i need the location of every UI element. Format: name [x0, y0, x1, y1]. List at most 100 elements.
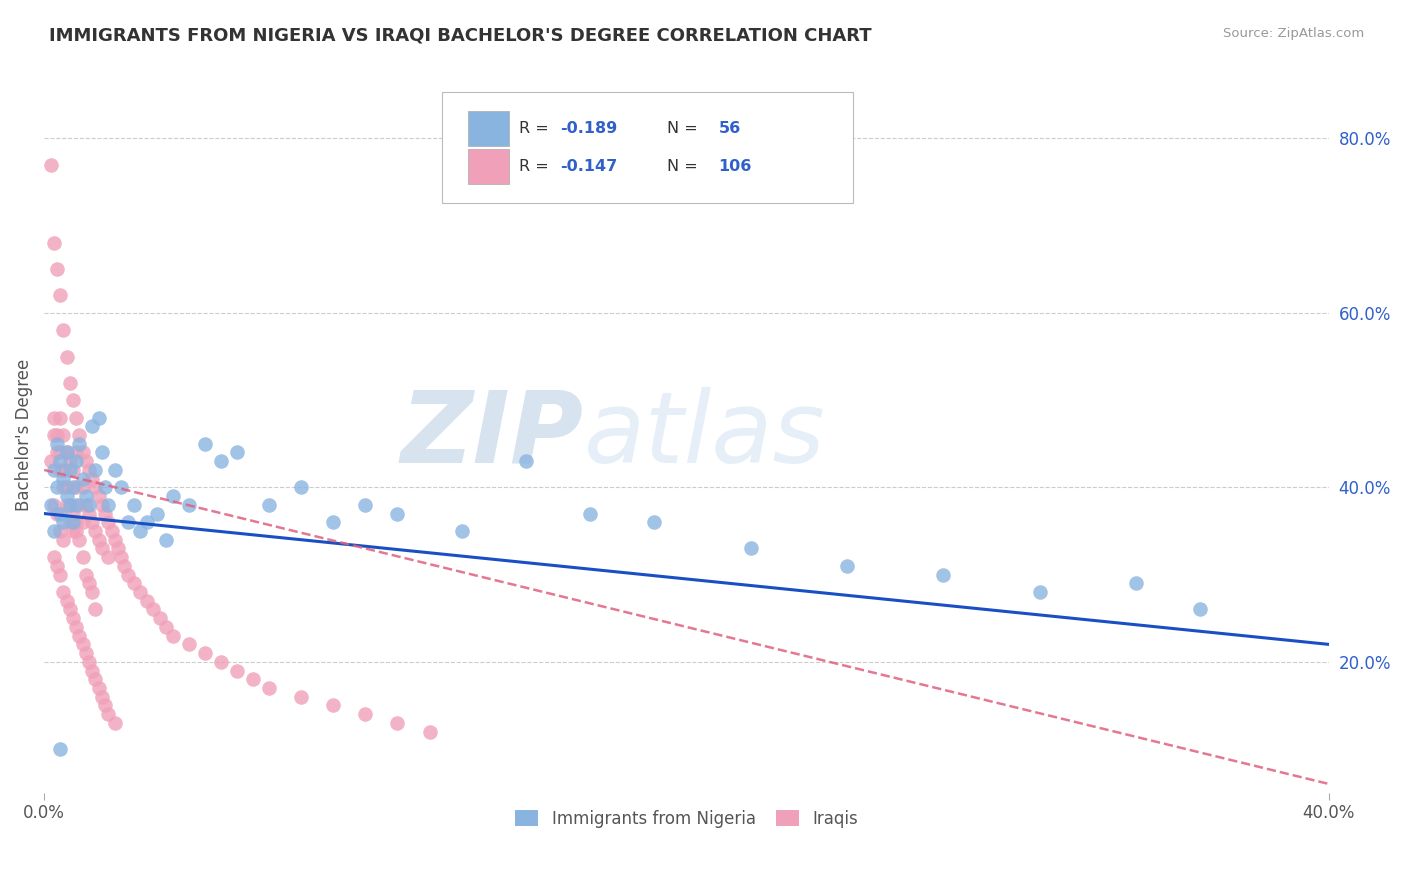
Text: atlas: atlas — [583, 386, 825, 483]
Point — [42, 463, 65, 477]
Point — [1028, 585, 1050, 599]
Point — [55, 480, 77, 494]
Point — [52, 428, 75, 442]
Point — [46, 436, 69, 450]
Point — [52, 323, 75, 337]
Point — [145, 507, 167, 521]
Point — [225, 664, 247, 678]
Text: Source: ZipAtlas.com: Source: ZipAtlas.com — [1223, 27, 1364, 40]
Point — [104, 463, 127, 477]
Point — [49, 463, 72, 477]
Point — [39, 498, 62, 512]
Point — [135, 594, 157, 608]
Point — [52, 516, 75, 530]
Point — [117, 567, 139, 582]
Point — [59, 376, 82, 390]
Point — [1189, 602, 1212, 616]
Point — [62, 463, 84, 477]
FancyBboxPatch shape — [468, 112, 509, 146]
Point — [75, 489, 97, 503]
Point — [42, 550, 65, 565]
Point — [740, 541, 762, 556]
Point — [65, 410, 87, 425]
Point — [49, 567, 72, 582]
Point — [322, 516, 344, 530]
Point — [579, 507, 602, 521]
Point — [82, 419, 104, 434]
Point — [112, 558, 135, 573]
Point — [77, 507, 100, 521]
Point — [69, 629, 91, 643]
Point — [104, 533, 127, 547]
Point — [52, 480, 75, 494]
Point — [122, 576, 145, 591]
Point — [387, 507, 409, 521]
Point — [209, 655, 232, 669]
Point — [46, 262, 69, 277]
Point — [97, 550, 120, 565]
Point — [110, 480, 132, 494]
Point — [155, 620, 177, 634]
Point — [194, 646, 217, 660]
Point — [65, 454, 87, 468]
Point — [46, 507, 69, 521]
Point — [932, 567, 955, 582]
Text: -0.147: -0.147 — [561, 160, 617, 174]
Point — [46, 445, 69, 459]
Point — [290, 480, 312, 494]
Point — [135, 516, 157, 530]
Point — [55, 445, 77, 459]
Point — [62, 393, 84, 408]
Point — [418, 724, 440, 739]
Point — [117, 516, 139, 530]
Point — [97, 707, 120, 722]
Point — [42, 524, 65, 538]
Point — [129, 585, 152, 599]
Point — [94, 480, 117, 494]
Point — [82, 472, 104, 486]
Point — [42, 498, 65, 512]
Text: -0.189: -0.189 — [561, 121, 617, 136]
Point — [65, 480, 87, 494]
Point — [55, 445, 77, 459]
Point — [84, 602, 107, 616]
Point — [59, 498, 82, 512]
Point — [39, 454, 62, 468]
Text: 56: 56 — [718, 121, 741, 136]
Point — [97, 516, 120, 530]
Point — [72, 472, 94, 486]
Point — [82, 516, 104, 530]
Point — [354, 498, 377, 512]
Point — [52, 463, 75, 477]
Point — [59, 454, 82, 468]
Point — [643, 516, 665, 530]
Point — [177, 498, 200, 512]
Point — [82, 585, 104, 599]
Point — [55, 350, 77, 364]
Point — [42, 428, 65, 442]
Point — [94, 507, 117, 521]
Point — [90, 690, 112, 704]
Point — [110, 550, 132, 565]
Point — [77, 498, 100, 512]
Point — [62, 507, 84, 521]
Point — [94, 698, 117, 713]
Point — [49, 410, 72, 425]
Point — [322, 698, 344, 713]
Point — [77, 576, 100, 591]
Point — [62, 524, 84, 538]
Point — [87, 533, 110, 547]
Point — [39, 158, 62, 172]
FancyBboxPatch shape — [443, 92, 853, 202]
Point — [104, 715, 127, 730]
Text: N =: N = — [668, 160, 703, 174]
Point — [49, 288, 72, 302]
Point — [149, 611, 172, 625]
Point — [42, 236, 65, 251]
Point — [49, 445, 72, 459]
Point — [52, 533, 75, 547]
Point — [162, 629, 184, 643]
Point — [59, 516, 82, 530]
FancyBboxPatch shape — [468, 149, 509, 184]
Point — [515, 454, 537, 468]
